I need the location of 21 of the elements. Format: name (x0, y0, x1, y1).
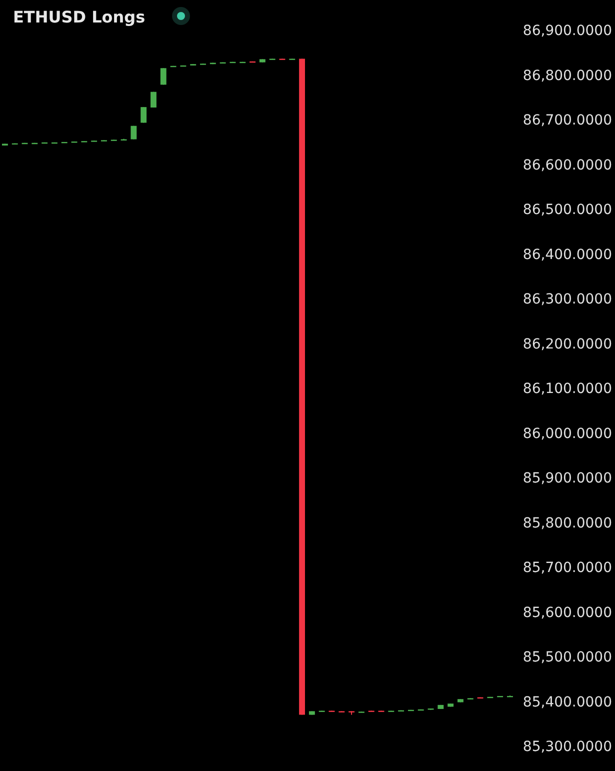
y-tick-label: 85,700.0000 (522, 560, 612, 576)
y-tick-label: 86,900.0000 (522, 23, 612, 39)
y-tick-label: 85,500.0000 (522, 650, 612, 666)
y-tick-label: 85,300.0000 (522, 739, 612, 755)
y-tick-label: 85,600.0000 (522, 604, 612, 621)
candlestick (160, 68, 166, 86)
y-tick-label: 86,500.0000 (522, 202, 612, 218)
y-tick-label: 86,800.0000 (522, 68, 612, 84)
y-tick-label: 85,900.0000 (522, 470, 612, 486)
y-tick-label: 85,800.0000 (522, 515, 612, 532)
y-tick-label: 85,400.0000 (522, 694, 612, 710)
candlestick (130, 125, 137, 140)
y-tick-label: 86,000.0000 (522, 426, 612, 442)
y-tick-label: 86,100.0000 (522, 381, 612, 397)
y-tick-label: 86,700.0000 (522, 112, 612, 128)
chart-title: ETHUSD Longs (13, 8, 146, 26)
y-tick-label: 86,400.0000 (522, 246, 612, 263)
y-tick-label: 86,300.0000 (522, 292, 612, 308)
y-tick-label: 86,600.0000 (522, 157, 612, 174)
candlestick (140, 106, 147, 124)
y-tick-label: 86,200.0000 (522, 336, 612, 352)
